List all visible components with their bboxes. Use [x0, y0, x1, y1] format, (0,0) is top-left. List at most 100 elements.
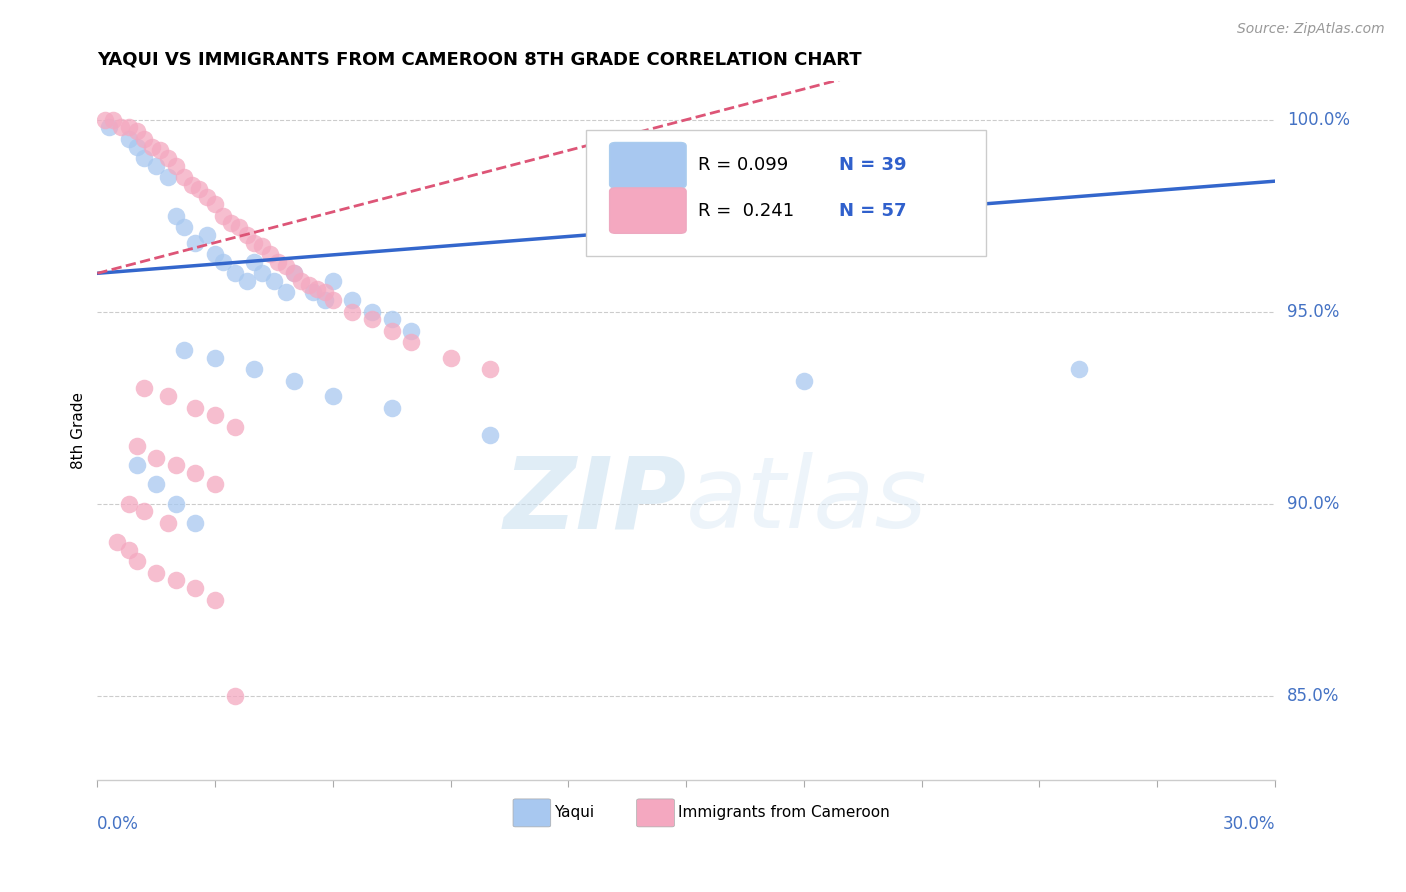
Point: [156, 389, 179, 403]
Point: [134, 151, 156, 165]
FancyBboxPatch shape: [513, 799, 551, 827]
Text: YAQUI VS IMMIGRANTS FROM CAMEROON 8TH GRADE CORRELATION CHART: YAQUI VS IMMIGRANTS FROM CAMEROON 8TH GR…: [97, 51, 862, 69]
Point: [219, 216, 242, 230]
Point: [439, 351, 461, 365]
Point: [235, 274, 257, 288]
Point: [314, 285, 336, 300]
Point: [118, 542, 141, 557]
Point: [165, 159, 187, 173]
Point: [204, 477, 226, 491]
Point: [793, 374, 815, 388]
Point: [145, 450, 167, 465]
Point: [156, 516, 179, 530]
Point: [195, 189, 218, 203]
Point: [110, 120, 132, 135]
Point: [212, 254, 235, 268]
Point: [342, 293, 364, 308]
Point: [224, 420, 246, 434]
FancyBboxPatch shape: [610, 188, 686, 234]
Text: ZIP: ZIP: [503, 452, 686, 549]
Point: [180, 178, 202, 192]
Point: [267, 254, 290, 268]
Text: 95.0%: 95.0%: [1286, 302, 1339, 321]
Point: [94, 112, 117, 127]
Point: [184, 235, 207, 250]
Point: [165, 497, 187, 511]
Text: 85.0%: 85.0%: [1286, 687, 1339, 705]
Point: [149, 144, 172, 158]
Point: [274, 259, 297, 273]
Point: [401, 324, 423, 338]
Point: [156, 170, 179, 185]
Text: atlas: atlas: [686, 452, 928, 549]
Text: R = 0.099: R = 0.099: [697, 156, 789, 174]
Point: [145, 159, 167, 173]
Point: [243, 254, 266, 268]
Point: [173, 170, 195, 185]
Text: Immigrants from Cameroon: Immigrants from Cameroon: [678, 805, 890, 821]
Text: Yaqui: Yaqui: [554, 805, 595, 821]
Text: 100.0%: 100.0%: [1286, 111, 1350, 128]
Point: [125, 458, 148, 473]
Point: [259, 247, 281, 261]
Point: [134, 504, 156, 518]
Point: [302, 285, 325, 300]
Point: [478, 427, 501, 442]
Point: [165, 574, 187, 588]
Point: [283, 266, 305, 280]
Point: [243, 235, 266, 250]
Point: [125, 139, 148, 153]
Point: [173, 220, 195, 235]
Point: [184, 466, 207, 480]
Point: [184, 516, 207, 530]
Point: [173, 343, 195, 357]
Point: [184, 401, 207, 415]
Point: [134, 382, 156, 396]
Point: [212, 209, 235, 223]
Text: Source: ZipAtlas.com: Source: ZipAtlas.com: [1237, 22, 1385, 37]
Text: 90.0%: 90.0%: [1286, 495, 1339, 513]
Point: [145, 477, 167, 491]
Point: [105, 535, 128, 549]
Point: [243, 362, 266, 376]
Point: [250, 239, 273, 253]
Point: [165, 458, 187, 473]
Text: N = 57: N = 57: [839, 202, 907, 219]
Point: [118, 120, 141, 135]
Point: [141, 139, 163, 153]
Point: [195, 227, 218, 242]
Point: [263, 274, 285, 288]
FancyBboxPatch shape: [586, 130, 987, 256]
Point: [361, 304, 384, 318]
FancyBboxPatch shape: [610, 143, 686, 188]
Point: [228, 220, 250, 235]
Point: [361, 312, 384, 326]
Point: [322, 293, 344, 308]
Point: [125, 554, 148, 568]
Point: [118, 132, 141, 146]
Point: [145, 566, 167, 580]
Point: [156, 151, 179, 165]
Point: [250, 266, 273, 280]
Point: [298, 277, 321, 292]
Point: [381, 401, 404, 415]
Point: [224, 266, 246, 280]
Text: N = 39: N = 39: [839, 156, 907, 174]
Point: [381, 324, 404, 338]
Point: [224, 689, 246, 703]
Point: [134, 132, 156, 146]
Point: [401, 335, 423, 350]
Point: [235, 227, 257, 242]
Point: [1067, 362, 1090, 376]
Point: [314, 293, 336, 308]
Point: [204, 592, 226, 607]
Point: [204, 351, 226, 365]
Point: [118, 497, 141, 511]
Point: [307, 282, 329, 296]
Point: [322, 389, 344, 403]
Point: [101, 112, 124, 127]
Point: [125, 439, 148, 453]
Point: [204, 409, 226, 423]
Point: [274, 285, 297, 300]
Point: [342, 304, 364, 318]
